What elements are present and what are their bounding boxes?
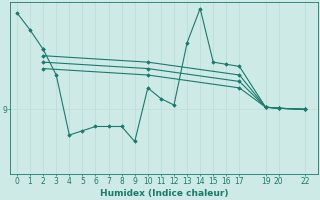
X-axis label: Humidex (Indice chaleur): Humidex (Indice chaleur) bbox=[100, 189, 228, 198]
